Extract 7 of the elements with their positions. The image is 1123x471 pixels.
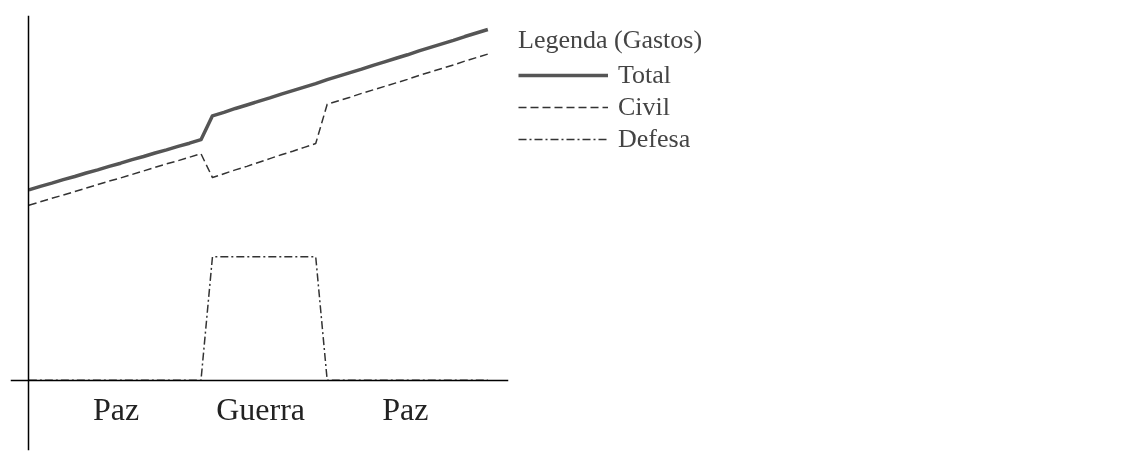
legend-label: Civil bbox=[618, 92, 671, 122]
text: Paz bbox=[92, 390, 140, 427]
legend-label: Defesa bbox=[618, 124, 691, 154]
text: Guerra bbox=[216, 390, 306, 427]
legend-label: Total bbox=[618, 60, 672, 90]
text: Paz bbox=[382, 390, 429, 427]
legend-title: Legenda (Gastos) bbox=[518, 25, 703, 55]
